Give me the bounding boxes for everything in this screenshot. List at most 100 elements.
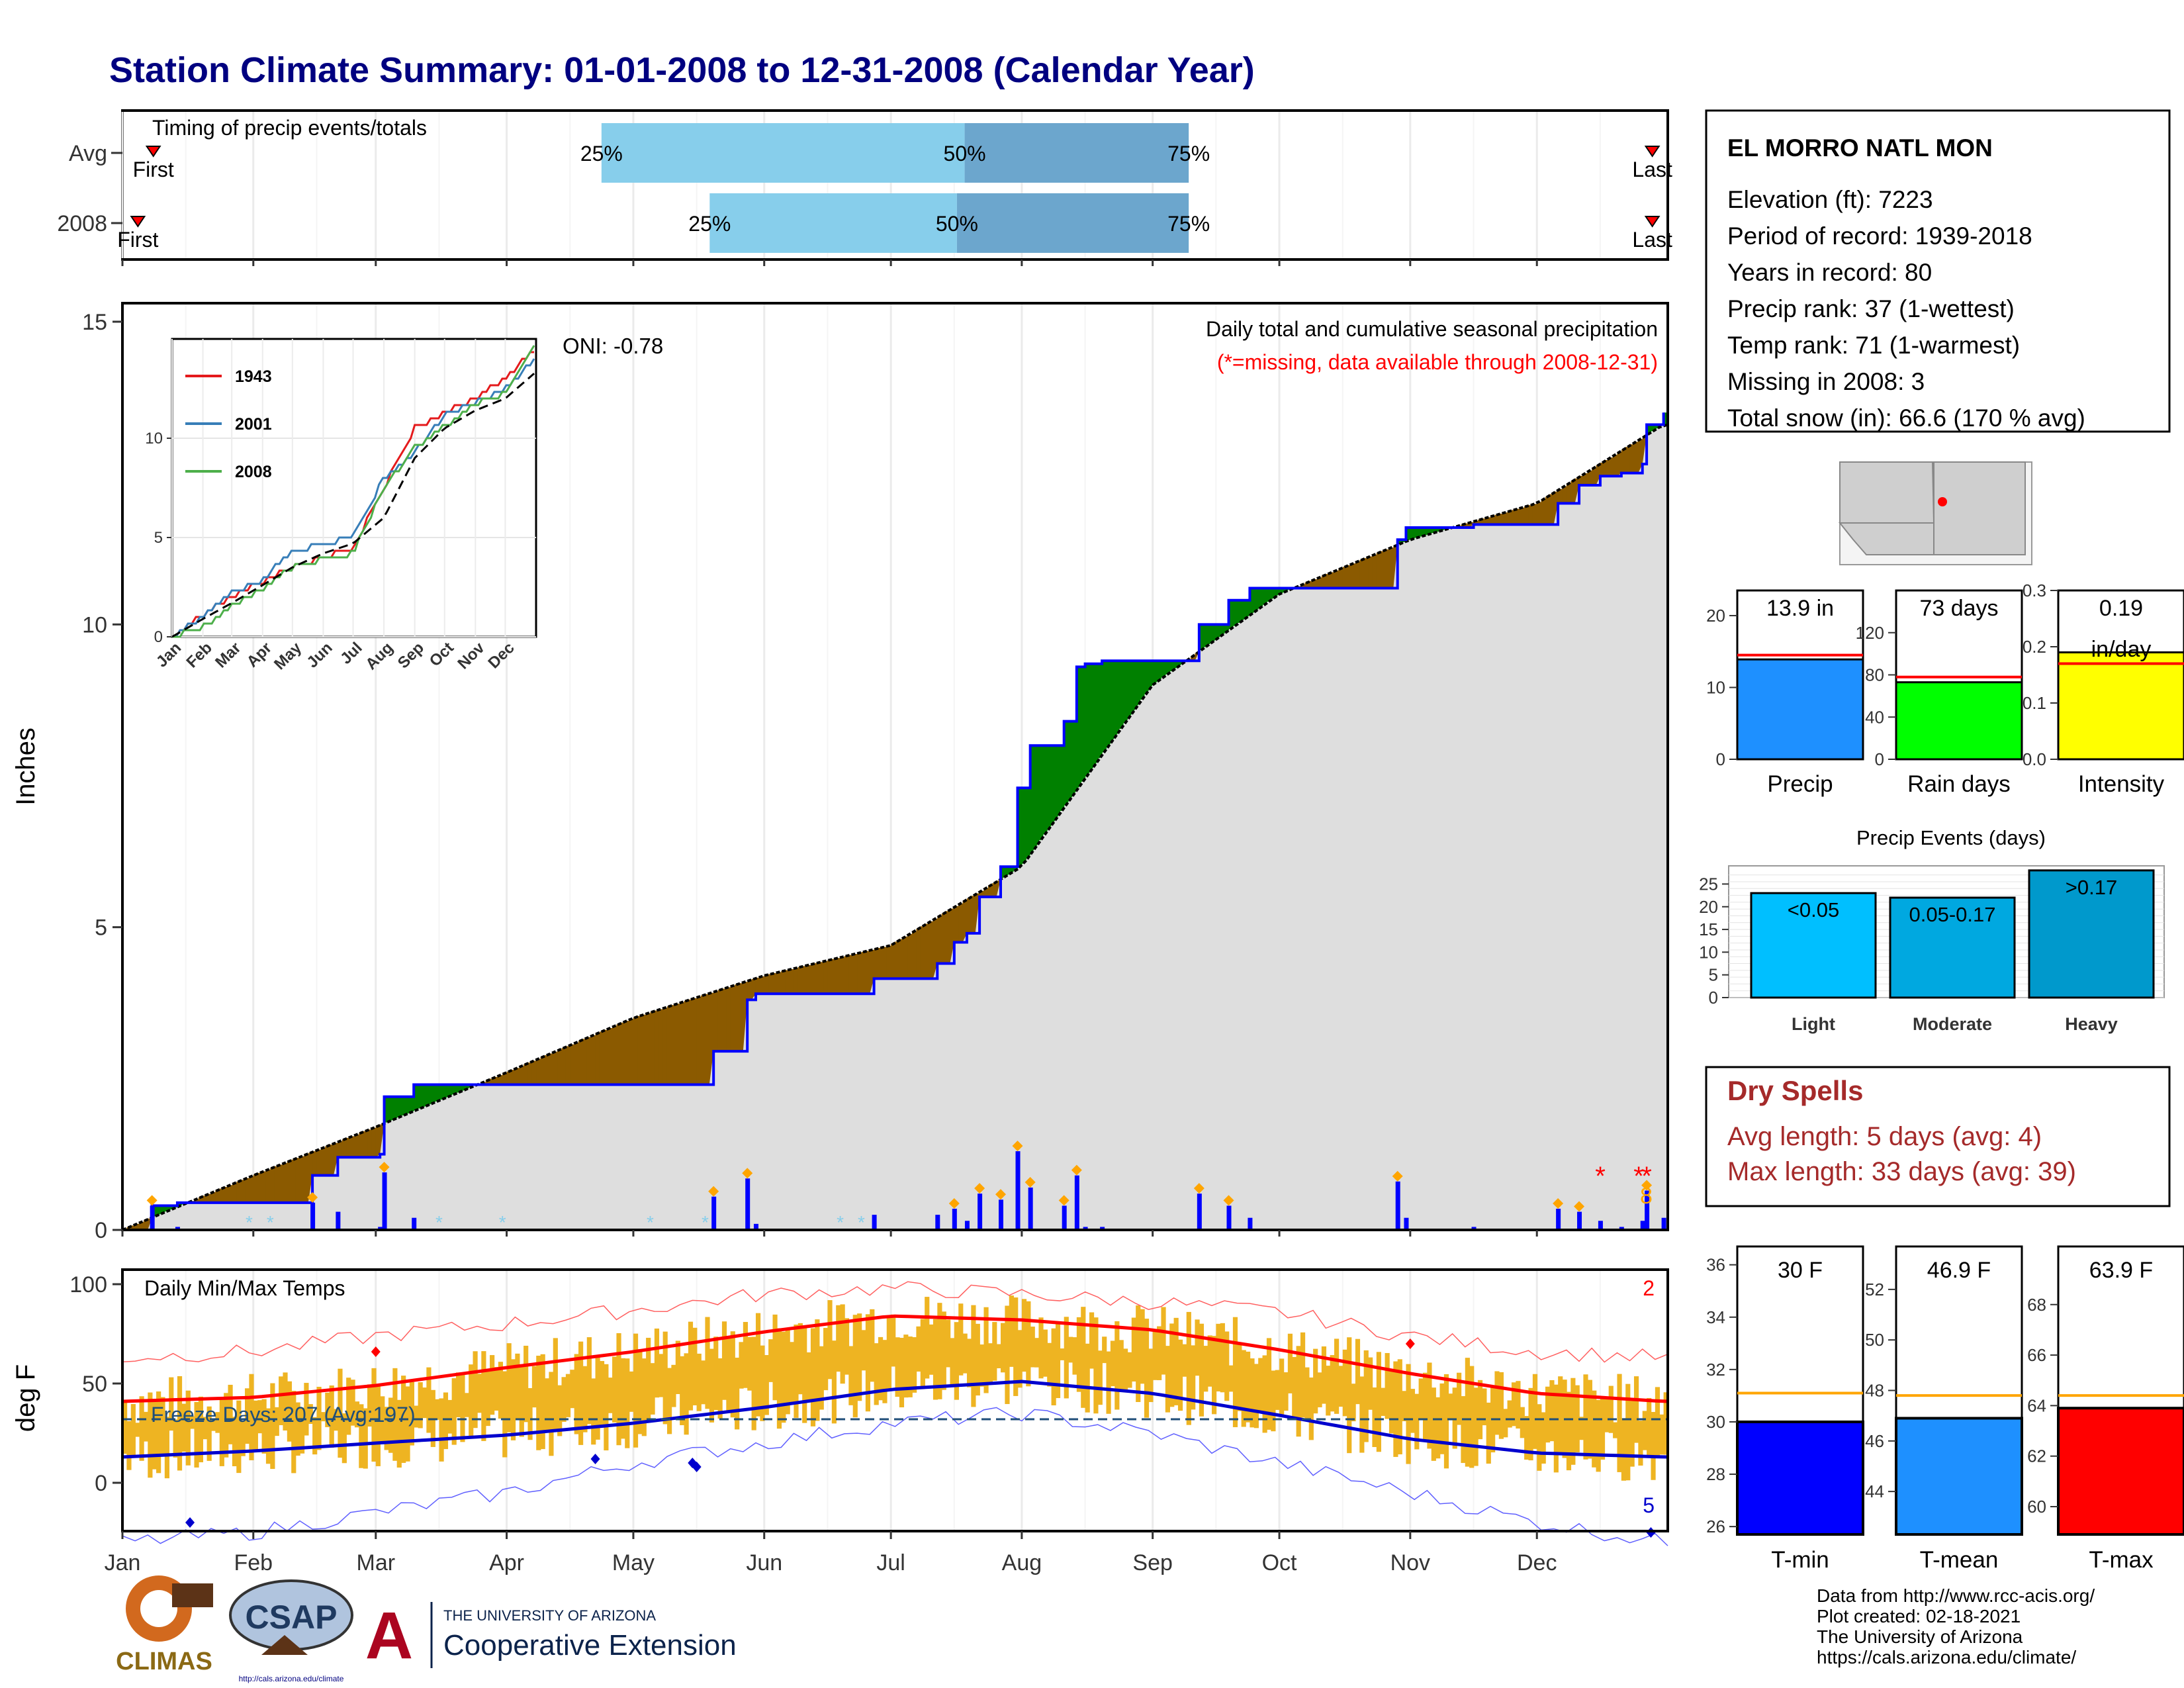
below-avg-fill — [578, 1041, 583, 1085]
daily-temp-bar — [439, 1398, 444, 1462]
below-avg-fill — [494, 1076, 499, 1085]
below-avg-fill — [210, 1192, 216, 1203]
daily-temp-bar — [684, 1353, 689, 1435]
daily-temp-bar — [1224, 1331, 1230, 1401]
daily-temp-bar — [1410, 1389, 1416, 1433]
daily-precip-bar — [1197, 1194, 1202, 1230]
daily-temp-bar — [591, 1378, 596, 1445]
above-avg-fill — [1427, 527, 1432, 535]
tmean-bar — [1895, 1417, 2023, 1536]
below-avg-fill — [1351, 563, 1356, 588]
missing-count: 8 — [1640, 1184, 1653, 1209]
below-avg-fill — [764, 975, 769, 994]
daily-temp-bar — [680, 1356, 685, 1425]
page-title: Station Climate Summary: 01-01-2008 to 1… — [109, 50, 1255, 90]
below-avg-fill — [975, 893, 980, 933]
daily-temp-bar — [954, 1322, 959, 1400]
below-avg-fill — [325, 1146, 330, 1176]
daily-temp-bar — [494, 1367, 499, 1411]
above-avg-fill — [1237, 600, 1242, 624]
month-label: Oct — [1262, 1550, 1297, 1575]
intensity-category-label: Intensity — [2078, 771, 2165, 797]
station-info-line: Period of record: 1939-2018 — [1727, 222, 2032, 250]
below-avg-fill — [506, 1071, 512, 1085]
daily-temp-bar — [882, 1340, 887, 1403]
daily-temp-bar — [1402, 1391, 1407, 1421]
footer-line: Plot created: 02-18-2021 — [1817, 1606, 2021, 1626]
below-avg-fill — [228, 1185, 233, 1203]
month-label: Jul — [876, 1550, 905, 1575]
daily-temp-bar — [363, 1408, 368, 1469]
daily-temp-bar — [426, 1367, 432, 1433]
below-avg-fill — [1511, 510, 1516, 525]
above-avg-fill — [164, 1205, 169, 1212]
temp-y-tick: 62 — [2027, 1446, 2046, 1466]
below-avg-fill — [692, 998, 698, 1085]
daily-temp-bar — [848, 1346, 854, 1405]
daily-temp-bar — [987, 1343, 993, 1384]
above-avg-fill — [1064, 721, 1069, 806]
daily-temp-bar — [409, 1382, 415, 1446]
below-avg-fill — [760, 976, 765, 994]
daily-temp-bar — [1118, 1340, 1124, 1392]
below-avg-fill — [929, 921, 934, 979]
below-avg-fill — [925, 923, 930, 979]
daily-temp-bar — [1241, 1350, 1246, 1427]
daily-temp-bar — [1085, 1343, 1090, 1413]
daily-precip-bar — [711, 1196, 717, 1230]
month-label: Jan — [105, 1550, 141, 1575]
daily-temp-bar — [861, 1330, 866, 1371]
footer-line: Data from http://www.rcc-acis.org/ — [1817, 1585, 2095, 1606]
precip-bar — [1736, 658, 1864, 761]
daily-temp-bar — [739, 1342, 744, 1389]
temp-y-tick: 44 — [1865, 1481, 1884, 1501]
station-info-line: Elevation (ft): 7223 — [1727, 186, 1933, 213]
below-avg-fill — [553, 1051, 558, 1085]
daily-temp-bar — [950, 1338, 955, 1386]
below-avg-fill — [1486, 517, 1491, 525]
daily-temp-bar — [346, 1378, 351, 1435]
daily-temp-bar — [422, 1387, 428, 1419]
daily-temp-bar — [574, 1354, 579, 1434]
daily-temp-bar — [185, 1390, 191, 1466]
daily-temp-bar — [544, 1378, 550, 1430]
below-avg-fill — [1566, 483, 1571, 504]
above-avg-fill — [1060, 745, 1065, 812]
daily-temp-bar — [760, 1345, 765, 1421]
daily-temp-bar — [620, 1358, 625, 1439]
below-avg-fill — [891, 944, 896, 979]
daily-temp-bar — [473, 1351, 478, 1429]
daily-temp-bar — [629, 1371, 634, 1412]
daily-temp-bar — [1055, 1321, 1061, 1399]
below-avg-fill — [274, 1166, 279, 1203]
below-avg-fill — [933, 918, 938, 979]
avg-cumulative-line — [122, 423, 1668, 1231]
heavy-event-marker — [1553, 1197, 1564, 1209]
daily-temp-bar — [130, 1404, 136, 1456]
daily-temp-bar — [156, 1391, 161, 1474]
daily-temp-bar — [291, 1391, 296, 1474]
below-avg-fill — [502, 1073, 508, 1085]
below-avg-fill — [680, 1002, 685, 1085]
below-avg-fill — [1532, 504, 1537, 525]
events-y-tick: 15 — [1699, 919, 1718, 939]
first-event-marker — [130, 216, 146, 228]
daily-temp-bar — [899, 1338, 905, 1408]
below-avg-fill — [907, 933, 913, 979]
below-avg-fill — [341, 1139, 347, 1158]
daily-temp-bar — [730, 1331, 735, 1418]
daily-temp-bar — [971, 1305, 976, 1407]
daily-temp-bar — [1030, 1327, 1035, 1368]
daily-precip-bar — [1471, 1227, 1477, 1230]
snow-marker: * — [499, 1212, 506, 1233]
daily-temp-bar — [823, 1328, 829, 1391]
daily-precip-bar — [1015, 1151, 1021, 1230]
daily-temp-bar — [633, 1333, 639, 1448]
daily-temp-bar — [1482, 1388, 1487, 1426]
daily-temp-bar — [1250, 1358, 1255, 1428]
events-title: Precip Events (days) — [1856, 826, 2046, 849]
daily-temp-bar — [1532, 1374, 1538, 1449]
daily-temp-bar — [1042, 1329, 1048, 1377]
daily-temp-bar — [1068, 1336, 1073, 1363]
ua-logo: A THE UNIVERSITY OF ARIZONA Cooperative … — [365, 1599, 737, 1673]
